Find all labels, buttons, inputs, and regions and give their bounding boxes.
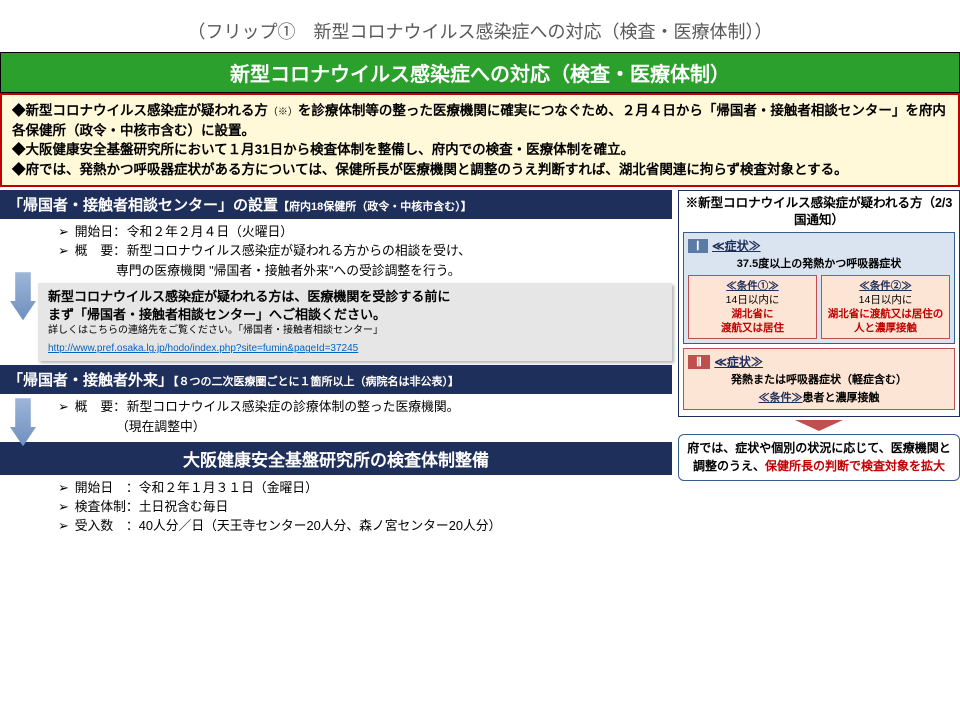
t: まず「帰国者・接触者相談センター」へご相談ください。 xyxy=(48,306,662,324)
t: ≪症状≫ xyxy=(712,239,761,253)
t: ※新型コロナウイルス感染症が疑われる方（2/3国通知） xyxy=(683,195,955,228)
m: ➢ xyxy=(58,497,69,516)
page-header: （フリップ① 新型コロナウイルス感染症への対応（検査・医療体制）） xyxy=(0,0,960,52)
m: ➢ xyxy=(58,478,69,497)
t: 40人分／日（天王寺センター20人分、森ノ宮センター20人分） xyxy=(139,516,502,535)
m: ➢ xyxy=(58,516,69,535)
t: ◆府では、発熱かつ呼吸器症状がある方については、保健所長が医療機関と調整のうえ判… xyxy=(12,160,948,180)
criteria-box: ※新型コロナウイルス感染症が疑われる方（2/3国通知） Ⅰ ≪症状≫ 37.5度… xyxy=(678,190,960,417)
left-col: 「帰国者・接触者相談センター」の設置【府内18保健所（政令・中核市含む）】 ➢ 開… xyxy=(0,190,672,538)
items: ➢ 概 要：新型コロナウイルス感染症の診療体制の整った医療機関。 （現在調整中） xyxy=(0,394,672,438)
m: ➢ xyxy=(58,241,69,260)
down-arrow-icon xyxy=(795,420,843,431)
items: ➢ 開始日：令和２年２月４日（火曜日） ➢ 概 要：新型コロナウイルス感染症が疑われ… xyxy=(0,219,672,283)
t: 患者と濃厚接触 xyxy=(803,392,880,404)
t: 保健所長の判断で検査対象を拡大 xyxy=(765,459,945,473)
t: （※） xyxy=(268,107,298,118)
l: 開始日 ： xyxy=(75,478,139,497)
t: 専門の医療機関 "帰国者・接触者外来"への受診調整を行う。 xyxy=(116,261,672,280)
t: 令和２年２月４日（火曜日） xyxy=(127,222,293,241)
t: 「帰国者・接触者外来」 xyxy=(8,372,173,389)
l: 概 要： xyxy=(75,397,127,416)
t: ◆新型コロナウイルス感染症が疑われる方 xyxy=(12,103,268,118)
m: ➢ xyxy=(58,222,69,241)
t: 新型コロナウイルス感染症が疑われる方は、医療機関を受診する前に xyxy=(48,288,662,306)
t: 14日以内に xyxy=(692,293,813,307)
t: 「帰国者・接触者相談センター」の設置 xyxy=(8,197,278,214)
section-header-1: 「帰国者・接触者相談センター」の設置【府内18保健所（政令・中核市含む）】 xyxy=(0,190,672,219)
osaka-pref-link[interactable]: http://www.pref.osaka.lg.jp/hodo/index.p… xyxy=(48,343,358,354)
section-header-3: 大阪健康安全基盤研究所の検査体制整備 xyxy=(0,442,672,475)
grey-callout: 新型コロナウイルス感染症が疑われる方は、医療機関を受診する前に まず「帰国者・接… xyxy=(38,283,672,362)
t: 【８つの二次医療圏ごとに１箇所以上（病院名は非公表）】 xyxy=(173,376,459,388)
t: ◆大阪健康安全基盤研究所において１月31日から検査体制を整備し、府内での検査・医… xyxy=(12,140,948,160)
t: ≪条件≫ xyxy=(759,392,803,404)
t: 14日以内に xyxy=(825,293,946,307)
t: 新型コロナウイルス感染症の診療体制の整った医療機関。 xyxy=(127,397,460,416)
l: 検査体制： xyxy=(75,497,139,516)
summary-box: ◆新型コロナウイルス感染症が疑われる方（※）を診療体制等の整った医療機関に確実に… xyxy=(0,93,960,187)
t: 【府内18保健所（政令・中核市含む）】 xyxy=(278,201,472,213)
section-header-2: 「帰国者・接触者外来」【８つの二次医療圏ごとに１箇所以上（病院名は非公表）】 xyxy=(0,365,672,394)
right-col: ※新型コロナウイルス感染症が疑われる方（2/3国通知） Ⅰ ≪症状≫ 37.5度… xyxy=(678,190,960,538)
t: ≪条件①≫ xyxy=(692,279,813,293)
condition-1: ≪条件①≫ 14日以内に 湖北省に 渡航又は居住 xyxy=(688,275,817,340)
t: ≪症状≫ xyxy=(714,355,763,369)
t: 令和２年１月３１日（金曜日） xyxy=(139,478,318,497)
t: 詳しくはこちらの連絡先をご覧ください。「帰国者・接触者相談センター」 xyxy=(48,324,662,338)
title-bar: 新型コロナウイルス感染症への対応（検査・医療体制） xyxy=(0,52,960,93)
bottom-note: 府では、症状や個別の状況に応じて、医療機関と調整のうえ、保健所長の判断で検査対象… xyxy=(678,434,960,481)
t: 新型コロナウイルス感染症が疑われる方からの相談を受け、 xyxy=(127,241,471,260)
l: 概 要： xyxy=(75,241,127,260)
section-ii: Ⅱ ≪症状≫ 発熱または呼吸器症状（軽症含む） ≪条件≫患者と濃厚接触 xyxy=(683,348,955,410)
section-i: Ⅰ ≪症状≫ 37.5度以上の発熱かつ呼吸器症状 ≪条件①≫ 14日以内に 湖北… xyxy=(683,232,955,345)
l: 受入数 ： xyxy=(75,516,139,535)
m: ➢ xyxy=(58,397,69,416)
t: 土日祝含む毎日 xyxy=(139,497,229,516)
t: 37.5度以上の発熱かつ呼吸器症状 xyxy=(688,255,950,271)
label-ii: Ⅱ xyxy=(688,355,710,369)
l: 開始日： xyxy=(75,222,127,241)
t: 湖北省に渡航又は居住の人と濃厚接触 xyxy=(825,307,946,335)
label-i: Ⅰ xyxy=(688,239,708,253)
condition-2: ≪条件②≫ 14日以内に 湖北省に渡航又は居住の人と濃厚接触 xyxy=(821,275,950,340)
items: ➢ 開始日 ：令和２年１月３１日（金曜日） ➢ 検査体制：土日祝含む毎日 ➢ 受入数 … xyxy=(0,475,672,539)
t: ≪条件②≫ xyxy=(825,279,946,293)
t: 湖北省に xyxy=(692,307,813,321)
t: 渡航又は居住 xyxy=(692,321,813,335)
t: （現在調整中） xyxy=(116,417,672,436)
t: 発熱または呼吸器症状（軽症含む） xyxy=(688,371,950,387)
